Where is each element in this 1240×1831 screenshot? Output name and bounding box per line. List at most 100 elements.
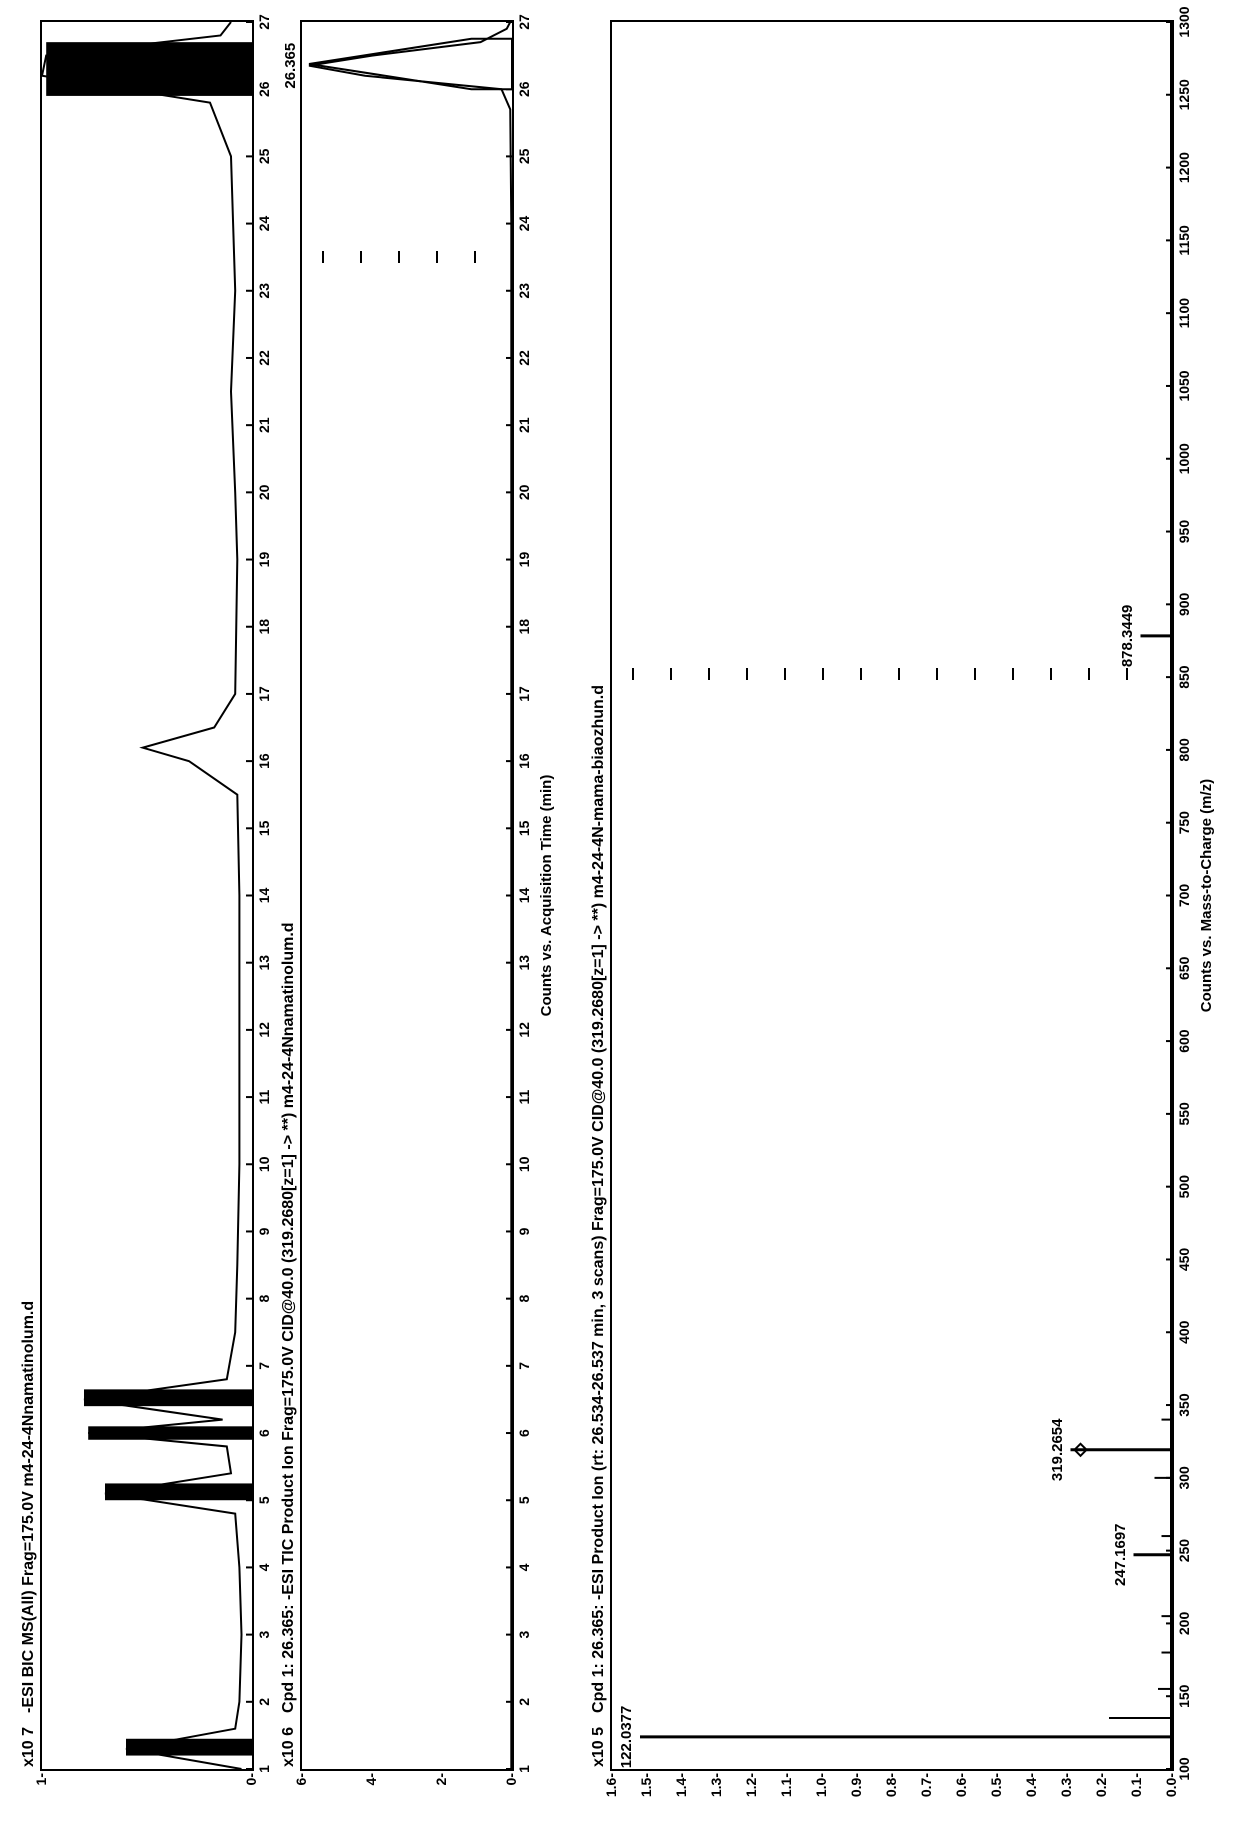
x-tick-label: 16 [256, 753, 272, 769]
x-tick-label: 500 [1176, 1175, 1192, 1198]
x-tick-label: 1050 [1176, 370, 1192, 401]
x-tick-label: 26 [516, 81, 532, 97]
x-tick-label: 550 [1176, 1102, 1192, 1125]
y-tick-label: 0.2- [1093, 1773, 1109, 1817]
panel-title: Cpd 1: 26.365: -ESI TIC Product Ion Frag… [280, 922, 298, 1713]
y-tick-label: 0.4- [1023, 1773, 1039, 1817]
x-tick-label: 650 [1176, 957, 1192, 980]
panel-product-ion-tic: x10 6 Cpd 1: 26.365: -ESI TIC Product Io… [280, 20, 555, 1771]
x-tick-label: 23 [256, 283, 272, 299]
x-tick-label: 27 [256, 14, 272, 30]
y-tick-label: 4- [363, 1773, 379, 1817]
x-tick-label: 19 [256, 552, 272, 568]
x-tick-label: 13 [256, 955, 272, 971]
x-tick-label: 900 [1176, 593, 1192, 616]
x-tick-label: 750 [1176, 811, 1192, 834]
y-tick-label: 2- [433, 1773, 449, 1817]
x-tick-label: 1 [516, 1765, 532, 1773]
x-tick-label: 5 [256, 1496, 272, 1504]
y-tick-label: 1.5- [638, 1773, 654, 1817]
x-tick-label: 25 [516, 149, 532, 165]
x-tick-label: 17 [256, 686, 272, 702]
x-tick-label: 27 [516, 14, 532, 30]
x-tick-label: 1100 [1176, 298, 1192, 328]
x-tick-label: 1300 [1176, 6, 1192, 37]
multiplier-label: x10 6 [280, 1727, 298, 1767]
x-tick-label: 15 [516, 821, 532, 837]
peak-label: 26.365 [282, 43, 299, 89]
x-tick-label: 15 [256, 821, 272, 837]
y-tick-label: 1- [33, 1773, 49, 1817]
x-tick-label: 8 [256, 1295, 272, 1303]
multiplier-label: x10 5 [590, 1727, 608, 1767]
x-tick-label: 14 [256, 888, 272, 904]
x-tick-label: 1250 [1176, 79, 1192, 110]
x-tick-label: 16 [516, 753, 532, 769]
x-tick-label: 7 [516, 1362, 532, 1370]
x-tick-label: 14 [516, 888, 532, 904]
peak-label: 878.3449 [1119, 605, 1136, 668]
y-tick-label: 0.7- [918, 1773, 934, 1817]
x-tick-label: 450 [1176, 1248, 1192, 1271]
x-tick-label: 9 [256, 1228, 272, 1236]
x-tick-label: 700 [1176, 884, 1192, 907]
x-tick-label: 9 [516, 1228, 532, 1236]
x-tick-label: 24 [516, 216, 532, 232]
x-tick-label: 3 [256, 1631, 272, 1639]
y-tick-label: 6- [293, 1773, 309, 1817]
multiplier-label: x10 7 [20, 1727, 38, 1767]
y-tick-label: 1.3- [708, 1773, 724, 1817]
x-tick-label: 23 [516, 283, 532, 299]
x-tick-label: 25 [256, 149, 272, 165]
y-tick-label: 0.5- [988, 1773, 1004, 1817]
y-tick-label: 1.4- [673, 1773, 689, 1817]
x-tick-label: 7 [256, 1362, 272, 1370]
y-tick-label: 1.0- [813, 1773, 829, 1817]
x-tick-label: 6 [516, 1429, 532, 1437]
y-tick-label: 0.6- [953, 1773, 969, 1817]
x-tick-label: 10 [516, 1156, 532, 1172]
x-tick-label: 8 [516, 1295, 532, 1303]
y-tick-label: 0- [503, 1773, 519, 1817]
x-tick-label: 22 [516, 350, 532, 366]
x-tick-label: 850 [1176, 665, 1192, 688]
x-tick-label: 11 [516, 1090, 532, 1105]
panel-title: Cpd 1: 26.365: -ESI Product Ion (rt: 26.… [590, 685, 608, 1713]
x-tick-label: 800 [1176, 738, 1192, 761]
x-tick-label: 600 [1176, 1029, 1192, 1052]
x-tick-label: 1 [256, 1765, 272, 1773]
plot-area: 0-2-4-6-8-1-1234567891011121314151617181… [40, 20, 254, 1771]
x-tick-label: 18 [256, 619, 272, 635]
x-tick-label: 4 [256, 1564, 272, 1572]
rotated-canvas: x10 7 -ESI BIC MS(All) Frag=175.0V m4-24… [0, 0, 1240, 1831]
x-tick-label: 12 [256, 1022, 272, 1038]
x-tick-label: 300 [1176, 1466, 1192, 1489]
axis-caption: Counts vs. Mass-to-Charge (m/z) [1198, 20, 1215, 1771]
x-tick-label: 2 [256, 1698, 272, 1706]
y-tick-label: 0- [243, 1773, 259, 1817]
x-tick-label: 6 [256, 1429, 272, 1437]
x-tick-label: 1000 [1176, 443, 1192, 474]
axis-caption: Counts vs. Acquisition Time (min) [538, 20, 555, 1771]
x-tick-label: 5 [516, 1496, 532, 1504]
x-tick-label: 150 [1176, 1685, 1192, 1708]
x-tick-label: 200 [1176, 1612, 1192, 1635]
x-tick-label: 20 [256, 485, 272, 501]
x-tick-label: 2 [516, 1698, 532, 1706]
y-tick-label: 1.6- [603, 1773, 619, 1817]
peak-label: 247.1697 [1112, 1523, 1129, 1586]
x-tick-label: 3 [516, 1631, 532, 1639]
y-tick-label: 1.2- [743, 1773, 759, 1817]
x-tick-label: 17 [516, 686, 532, 702]
plot-area: 0-2-4-6-12345678910111213141516171819202… [300, 20, 514, 1771]
peak-label: 122.0377 [618, 1706, 635, 1769]
x-tick-label: 26 [256, 81, 272, 97]
x-tick-label: 12 [516, 1022, 532, 1038]
page: x10 7 -ESI BIC MS(All) Frag=175.0V m4-24… [0, 0, 1240, 1831]
plot-area: 0.0-0.1-0.2-0.3-0.4-0.5-0.6-0.7-0.8-0.9-… [610, 20, 1174, 1771]
x-tick-label: 4 [516, 1564, 532, 1572]
y-tick-label: 0.3- [1058, 1773, 1074, 1817]
y-tick-label: 1.1- [778, 1773, 794, 1817]
peak-label: 319.2654 [1049, 1419, 1066, 1482]
x-tick-label: 18 [516, 619, 532, 635]
